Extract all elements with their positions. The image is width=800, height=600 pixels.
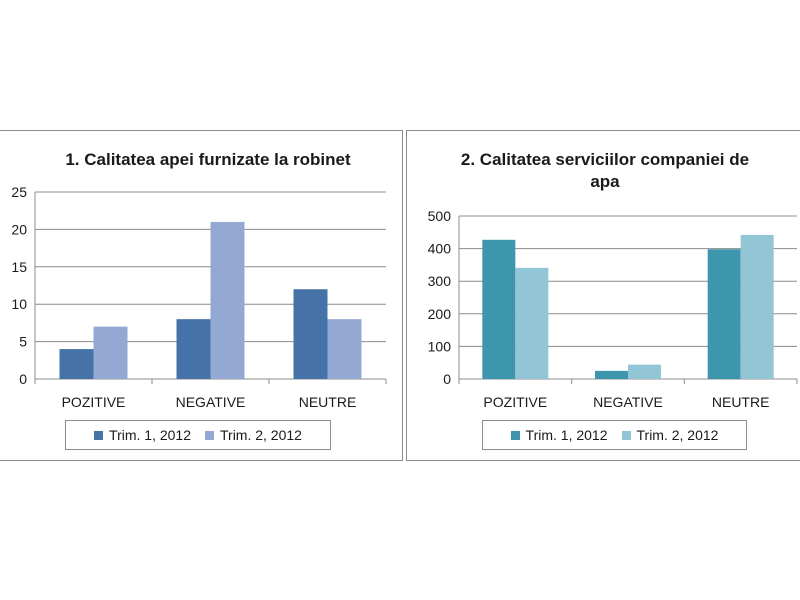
y-tick-label: 500 xyxy=(428,208,452,224)
y-tick-label: 200 xyxy=(428,306,452,322)
legend-item-series-2: Trim. 2, 2012 xyxy=(621,427,719,443)
chart-title: 2. Calitatea serviciilor companiei de ap… xyxy=(460,150,750,191)
chart-title: 1. Calitatea apei furnizate la robinet xyxy=(65,150,351,169)
bar-chart: 0 5 10 15 20 25 POZITIVE NEGATIVE NEUTRE xyxy=(11,184,387,410)
legend-label: Trim. 1, 2012 xyxy=(109,427,191,443)
chart-panel-1: 1. Calitatea apei furnizate la robinet 0… xyxy=(0,130,403,461)
legend-label: Trim. 1, 2012 xyxy=(525,427,608,443)
x-tick-label: NEGATIVE xyxy=(593,394,663,410)
y-tick-label: 0 xyxy=(443,371,451,387)
bar-2 xyxy=(740,234,774,379)
y-tick-label: 0 xyxy=(19,371,27,387)
bar-2 xyxy=(210,221,245,379)
legend-item-series-2: Trim. 2, 2012 xyxy=(205,427,302,443)
y-tick-label: 100 xyxy=(428,338,452,354)
legend-swatch xyxy=(94,430,104,440)
legend-label: Trim. 2, 2012 xyxy=(220,427,302,443)
x-tick-label: NEUTRE xyxy=(712,394,770,410)
y-tick-label: 25 xyxy=(11,184,27,200)
x-tick-label: NEGATIVE xyxy=(176,394,246,410)
bar-2 xyxy=(628,364,661,379)
bar-1 xyxy=(59,349,94,379)
y-tick-label: 20 xyxy=(11,221,27,237)
bar-2 xyxy=(327,319,362,379)
y-tick-label: 10 xyxy=(11,296,27,312)
bar-1 xyxy=(176,319,211,379)
x-tick-label: POZITIVE xyxy=(62,394,126,410)
bar-2 xyxy=(93,326,128,379)
bar-2 xyxy=(515,267,549,379)
bar-1 xyxy=(595,370,628,379)
legend-swatch xyxy=(621,430,631,440)
legend-item-series-1: Trim. 1, 2012 xyxy=(94,427,191,443)
legend-swatch xyxy=(205,430,214,440)
legend: Trim. 1, 2012 Trim. 2, 2012 xyxy=(65,420,331,450)
y-tick-label: 5 xyxy=(19,334,27,350)
legend-label: Trim. 2, 2012 xyxy=(636,427,719,443)
y-tick-label: 300 xyxy=(428,273,452,289)
legend-item-series-1: Trim. 1, 2012 xyxy=(510,427,608,443)
x-tick-label: POZITIVE xyxy=(483,394,547,410)
legend: Trim. 1, 2012 Trim. 2, 2012 xyxy=(482,420,747,450)
bar-1 xyxy=(707,249,741,379)
x-tick-label: NEUTRE xyxy=(299,394,357,410)
legend-swatch xyxy=(510,430,520,440)
bar-1 xyxy=(293,289,328,379)
y-tick-label: 15 xyxy=(11,259,27,275)
bar-chart: 0 100 200 300 400 500 POZITIVE NEGATIVE NEUTRE xyxy=(428,208,798,410)
y-tick-label: 400 xyxy=(428,241,452,257)
bar-1 xyxy=(482,239,516,379)
chart-panel-2: 2. Calitatea serviciilor companiei de ap… xyxy=(406,130,800,461)
